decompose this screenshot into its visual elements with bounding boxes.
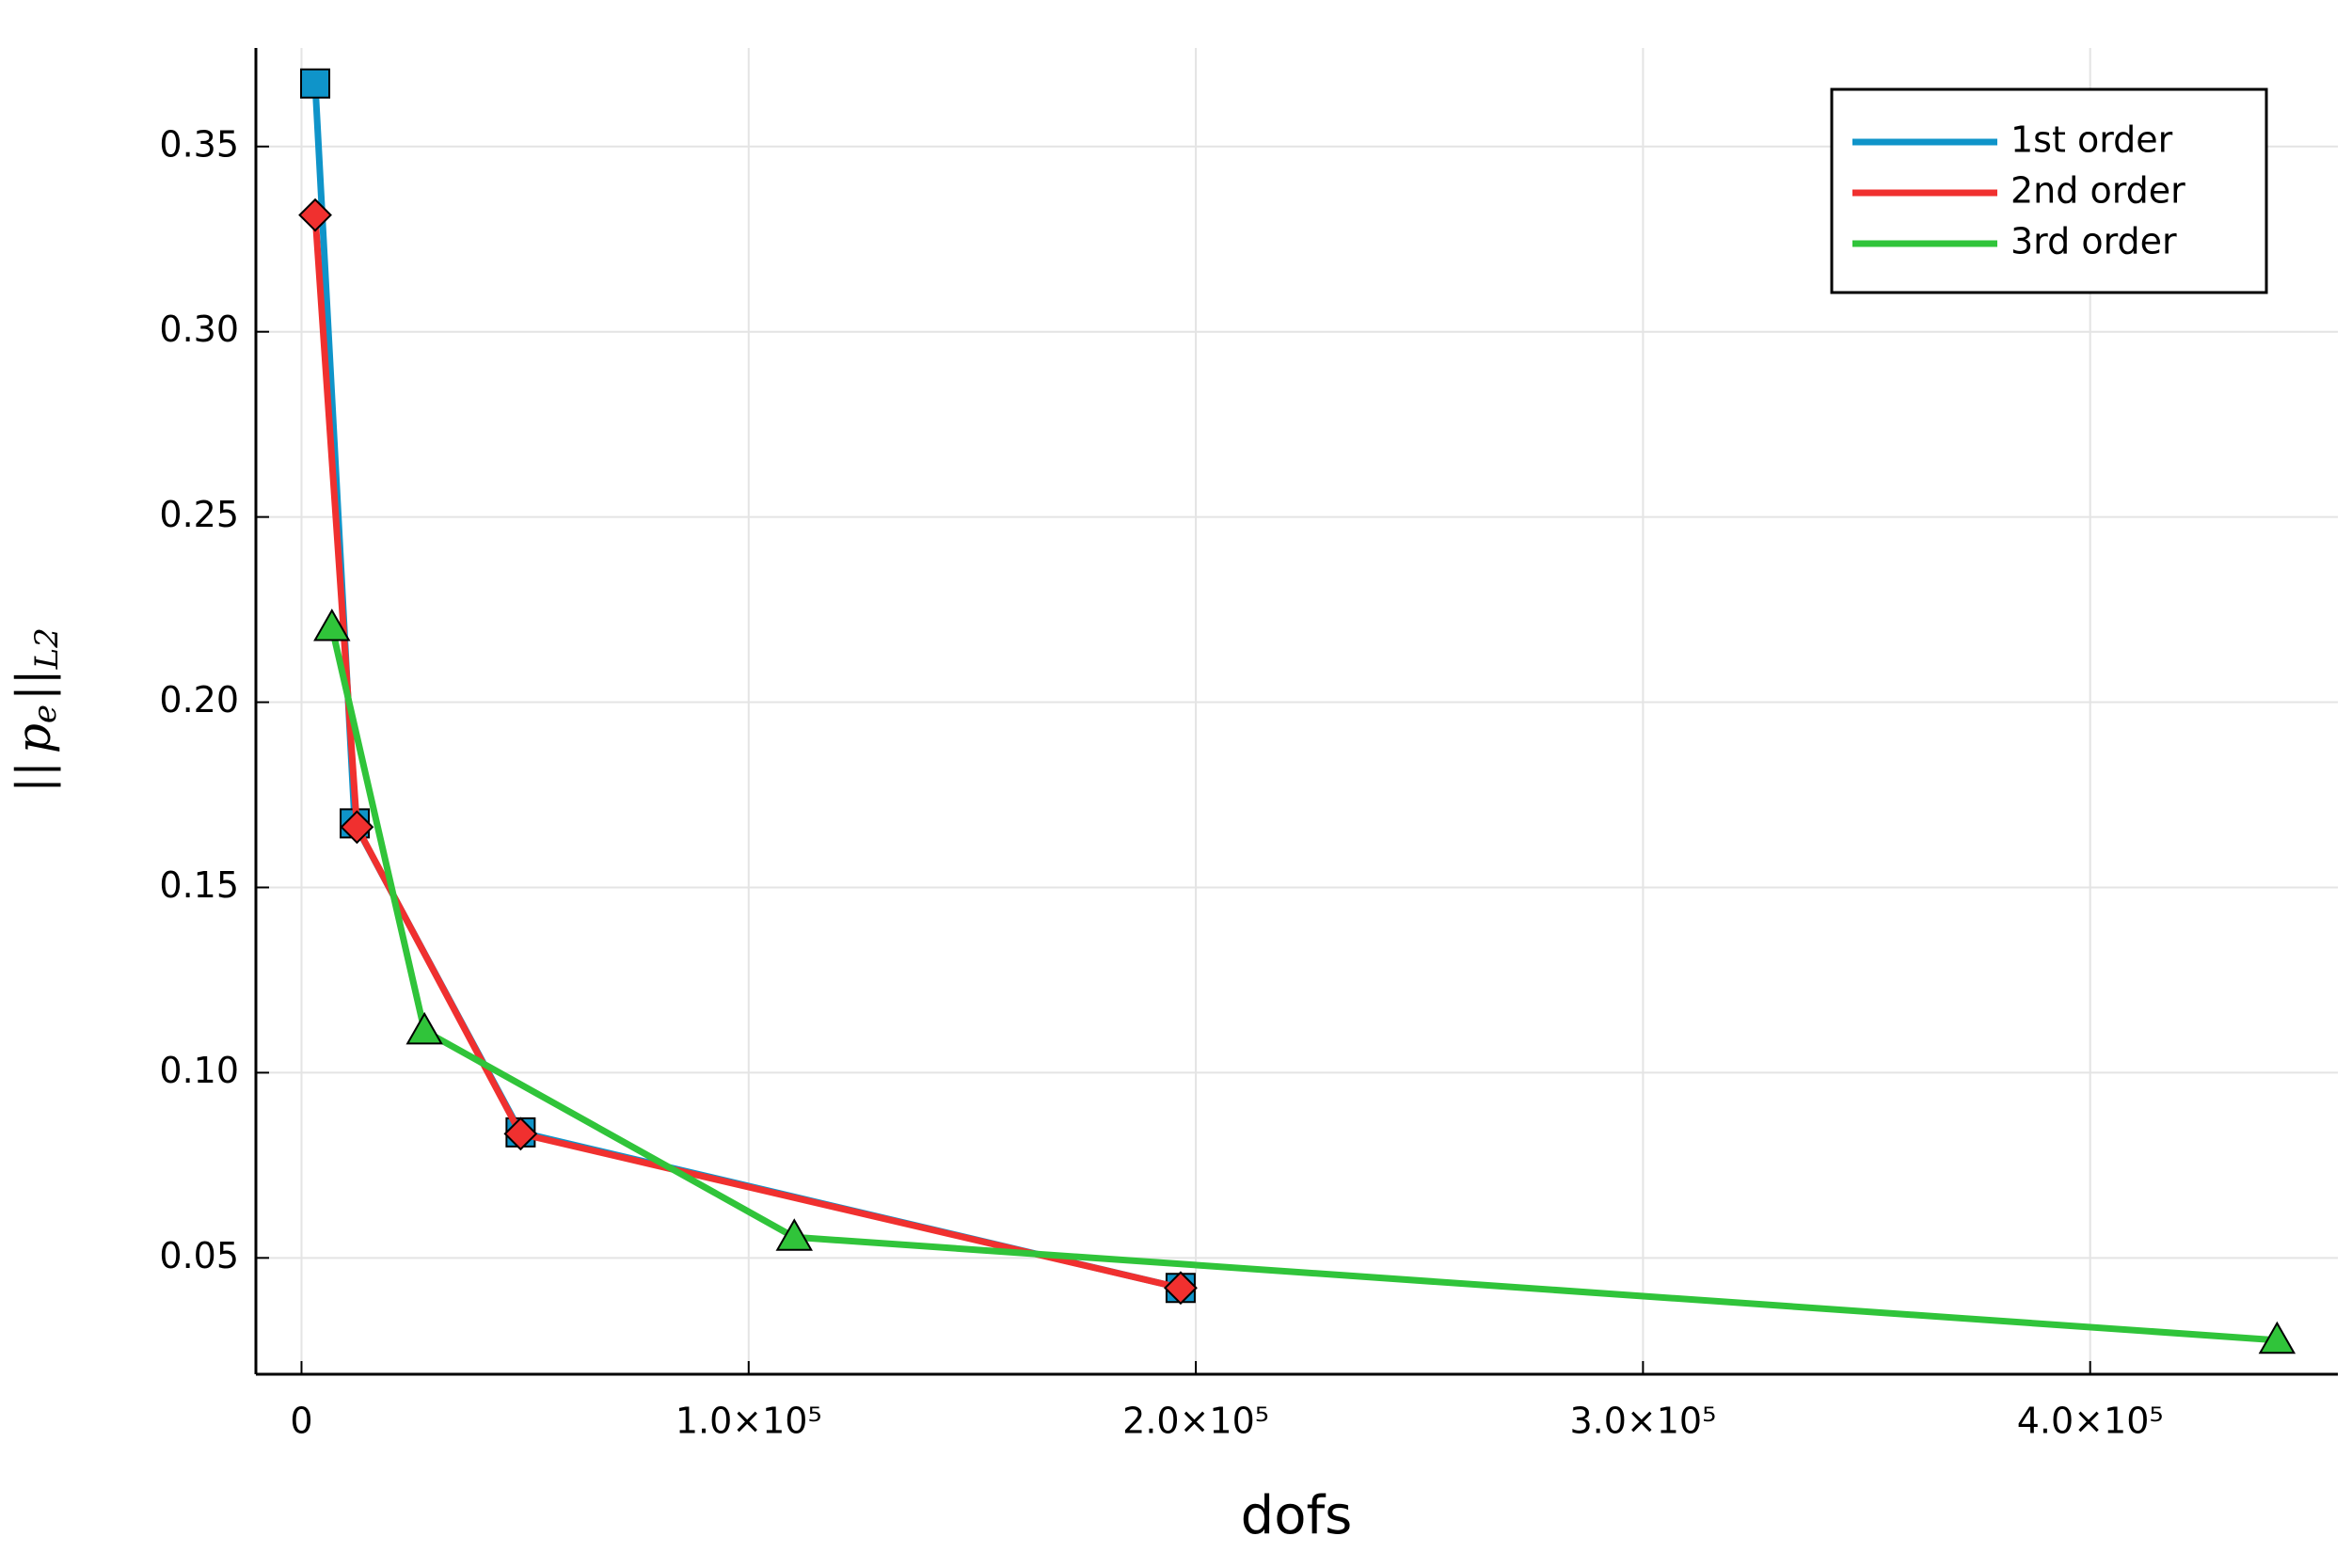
- marker: [2258, 1321, 2296, 1354]
- y-label-part: ||: [7, 761, 61, 793]
- y-tick-label: 0.10: [159, 1050, 239, 1091]
- y-label-part: L2: [28, 627, 66, 670]
- series-line: [311, 214, 1182, 1291]
- x-tick-label: 1.0×10⁵: [675, 1401, 822, 1442]
- y-tick-label: 0.05: [159, 1235, 239, 1276]
- x-tick-label: 2.0×10⁵: [1122, 1401, 1269, 1442]
- marker: [775, 1218, 813, 1251]
- y-tick-label: 0.25: [159, 494, 239, 535]
- y-tick-label: 0.15: [159, 864, 239, 906]
- y-label-part: p: [7, 723, 61, 753]
- legend-label: 1st order: [2010, 119, 2173, 161]
- marker: [503, 1117, 538, 1151]
- marker: [405, 1011, 443, 1045]
- legend-label: 3rd order: [2010, 221, 2177, 262]
- marker: [300, 68, 331, 99]
- y-label-part: e: [26, 705, 64, 723]
- y-label-part: ||: [7, 669, 61, 701]
- y-tick-label: 0.35: [159, 123, 239, 165]
- x-tick-label: 0: [290, 1401, 312, 1442]
- marker: [313, 608, 351, 641]
- marker: [298, 198, 332, 232]
- y-tick-label: 0.20: [159, 679, 239, 721]
- legend-label: 2nd order: [2010, 170, 2185, 212]
- marker: [340, 810, 374, 845]
- y-axis-label: ||pe||L2: [7, 627, 66, 793]
- marker: [1164, 1271, 1198, 1306]
- y-tick-label: 0.30: [159, 309, 239, 350]
- x-axis-label: dofs: [1241, 1485, 1353, 1546]
- x-tick-label: 3.0×10⁵: [1569, 1401, 1716, 1442]
- x-tick-label: 4.0×10⁵: [2017, 1401, 2164, 1442]
- series-line: [328, 626, 2278, 1344]
